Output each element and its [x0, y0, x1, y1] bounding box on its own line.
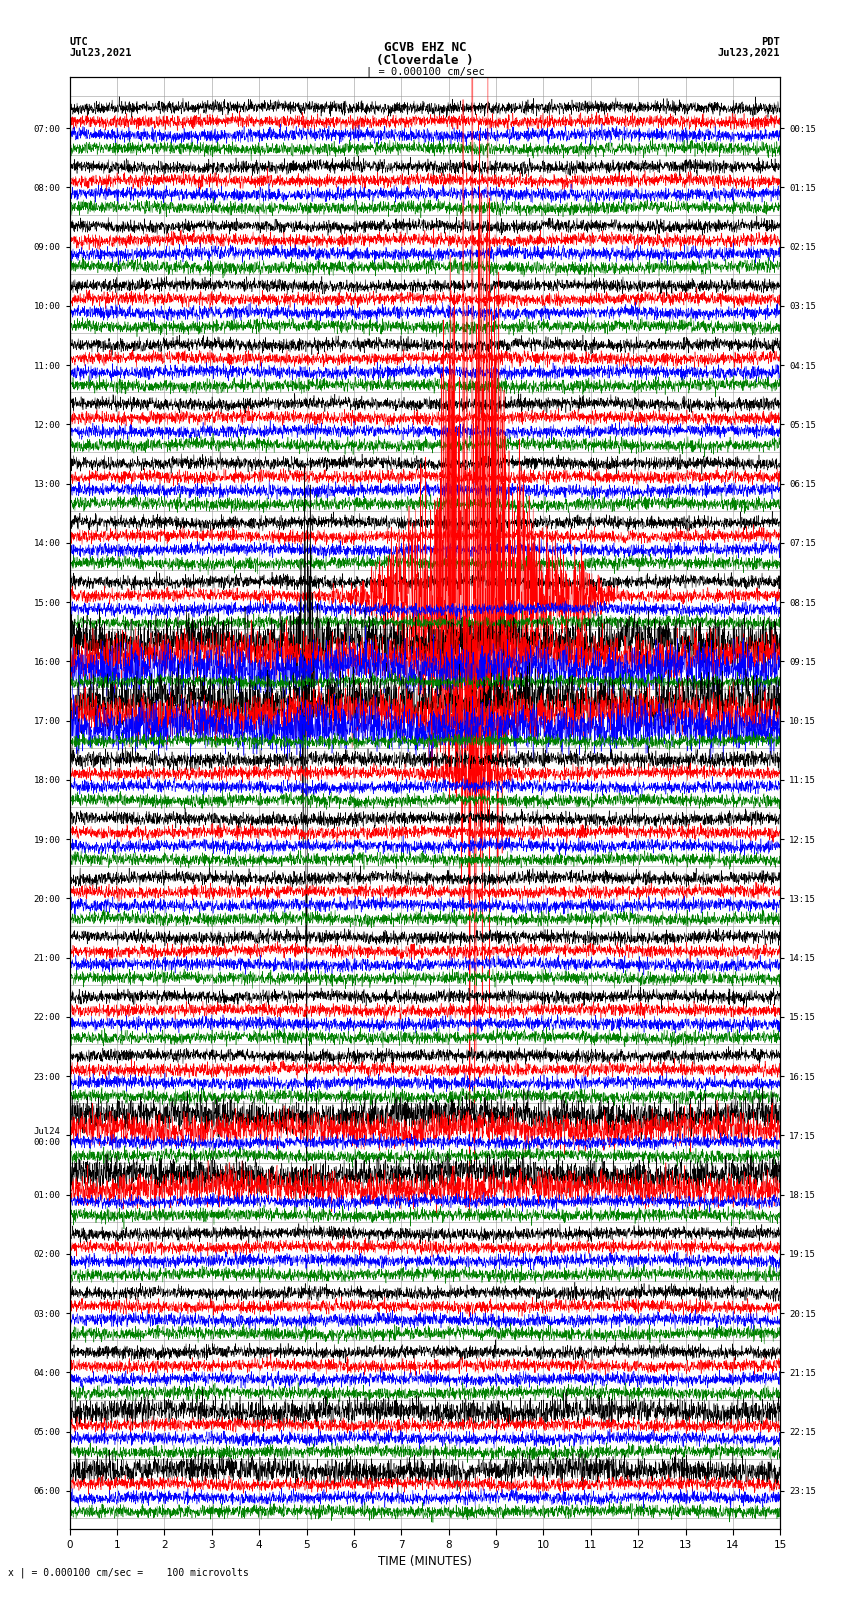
Text: PDT: PDT — [762, 37, 780, 47]
Text: x | = 0.000100 cm/sec =    100 microvolts: x | = 0.000100 cm/sec = 100 microvolts — [8, 1566, 249, 1578]
Text: UTC: UTC — [70, 37, 88, 47]
Text: (Cloverdale ): (Cloverdale ) — [377, 53, 473, 68]
Text: | = 0.000100 cm/sec: | = 0.000100 cm/sec — [366, 66, 484, 77]
Text: Jul23,2021: Jul23,2021 — [70, 48, 133, 58]
Text: Jul23,2021: Jul23,2021 — [717, 48, 780, 58]
X-axis label: TIME (MINUTES): TIME (MINUTES) — [378, 1555, 472, 1568]
Text: GCVB EHZ NC: GCVB EHZ NC — [383, 40, 467, 55]
